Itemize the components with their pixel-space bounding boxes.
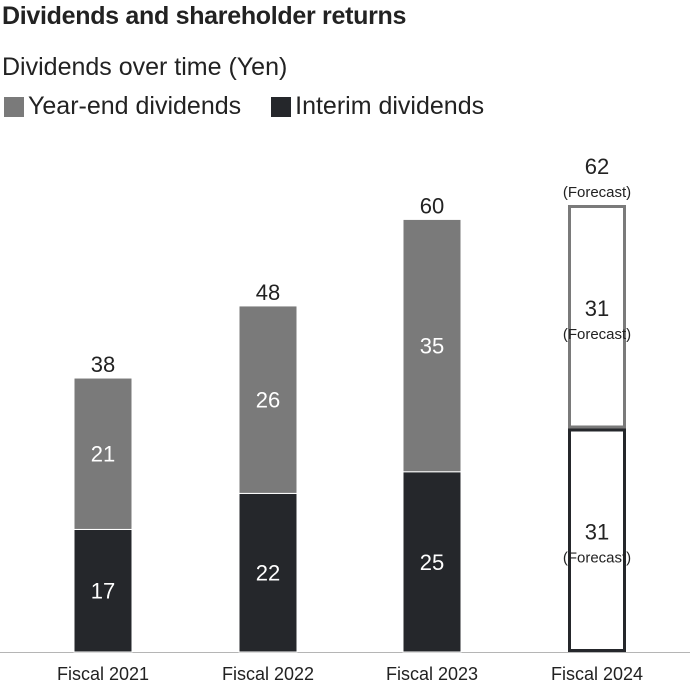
legend-swatch-year-end: [4, 96, 24, 117]
bar-year-end-1: [73, 377, 133, 530]
forecast-note-interim-4: (Forecast): [563, 549, 631, 566]
value-label-interim-4: 31: [585, 519, 609, 544]
x-tick-label-4: Fiscal 2024: [551, 664, 643, 684]
legend-item-year-end: Year-end dividends: [4, 92, 241, 121]
bar-interim-4: [568, 428, 626, 652]
value-label-interim-1: 17: [91, 579, 115, 604]
chart-title: Dividends and shareholder returns: [2, 2, 407, 30]
value-label-interim-2: 22: [256, 561, 280, 586]
x-tick-label-1: Fiscal 2021: [57, 664, 149, 684]
forecast-note-total-4: (Forecast): [563, 184, 631, 201]
value-label-year-end-4: 31: [585, 296, 609, 321]
legend-swatch-interim: [271, 96, 292, 117]
value-label-year-end-3: 35: [420, 334, 444, 359]
value-label-interim-3: 25: [420, 550, 444, 575]
chart-subtitle: Dividends over time (Yen): [2, 53, 288, 81]
x-tick-label-3: Fiscal 2023: [386, 664, 478, 684]
legend-label-year-end: Year-end dividends: [28, 92, 242, 120]
total-label-3: 60: [420, 193, 444, 218]
legend-label-interim: Interim dividends: [295, 92, 485, 120]
total-label-1: 38: [91, 352, 115, 377]
bar-year-end-2: [238, 305, 298, 494]
value-label-year-end-2: 26: [256, 388, 280, 413]
total-label-2: 48: [256, 280, 280, 305]
bar-interim-3: [402, 471, 462, 653]
value-label-year-end-1: 21: [91, 442, 115, 467]
total-label-4: 62: [585, 154, 609, 179]
x-tick-label-2: Fiscal 2022: [222, 664, 314, 684]
bar-year-end-4: [568, 205, 626, 429]
forecast-note-year-end-4: (Forecast): [563, 326, 631, 343]
legend: Year-end dividends Interim dividends: [4, 92, 514, 121]
legend-item-interim: Interim dividends: [271, 92, 484, 121]
bar-year-end-3: [402, 218, 462, 473]
